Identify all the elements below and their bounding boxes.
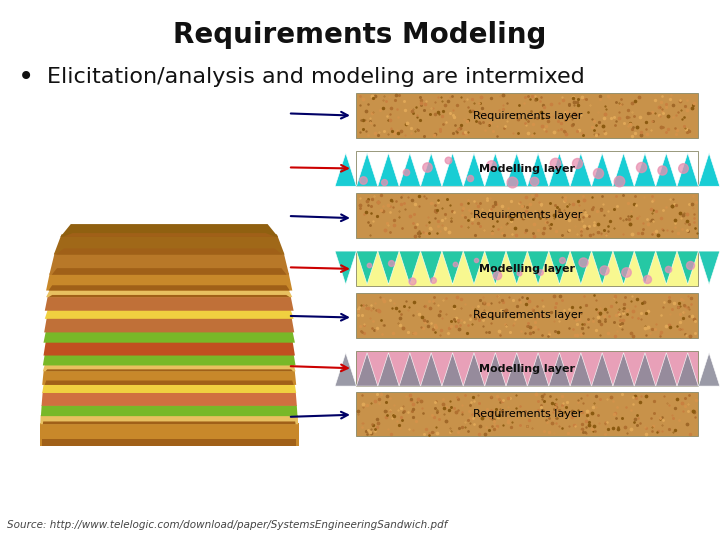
Polygon shape — [399, 153, 420, 186]
Text: Modelling layer: Modelling layer — [480, 164, 575, 174]
Polygon shape — [442, 153, 463, 186]
Polygon shape — [48, 285, 290, 291]
Polygon shape — [378, 251, 399, 285]
Polygon shape — [506, 153, 527, 186]
Polygon shape — [634, 353, 656, 386]
Polygon shape — [592, 353, 613, 386]
Polygon shape — [442, 353, 463, 386]
Polygon shape — [42, 392, 297, 406]
Text: Requirements layer: Requirements layer — [473, 211, 582, 220]
Polygon shape — [463, 353, 485, 386]
Polygon shape — [45, 296, 294, 310]
Text: Modelling layer: Modelling layer — [480, 363, 575, 374]
Polygon shape — [613, 353, 634, 386]
Polygon shape — [45, 369, 293, 372]
Polygon shape — [56, 248, 282, 254]
Polygon shape — [42, 439, 296, 446]
Polygon shape — [485, 353, 506, 386]
Polygon shape — [485, 153, 506, 186]
Bar — [356, 392, 698, 436]
Polygon shape — [378, 153, 399, 186]
Polygon shape — [356, 251, 378, 285]
Polygon shape — [442, 251, 463, 285]
Polygon shape — [42, 384, 296, 393]
Polygon shape — [656, 153, 677, 186]
Polygon shape — [613, 251, 634, 285]
Polygon shape — [677, 251, 698, 285]
Bar — [356, 251, 698, 286]
Polygon shape — [48, 295, 290, 297]
Polygon shape — [43, 342, 295, 355]
Polygon shape — [43, 354, 296, 366]
Polygon shape — [549, 353, 570, 386]
Polygon shape — [527, 251, 549, 285]
Polygon shape — [613, 153, 634, 186]
Text: Source: http://www.telelogic.com/download/paper/SystemsEngineeringSandwich.pdf: Source: http://www.telelogic.com/downloa… — [7, 520, 448, 530]
Text: •: • — [18, 63, 35, 91]
Polygon shape — [335, 251, 356, 285]
Polygon shape — [356, 353, 378, 386]
Polygon shape — [378, 353, 399, 386]
Polygon shape — [399, 251, 420, 285]
Polygon shape — [420, 251, 442, 285]
Bar — [356, 193, 698, 238]
Polygon shape — [40, 415, 298, 424]
Bar — [356, 93, 698, 138]
Text: Elicitation/analysis and modeling are intermixed: Elicitation/analysis and modeling are in… — [47, 66, 585, 87]
Polygon shape — [44, 318, 294, 333]
Text: Requirements layer: Requirements layer — [473, 111, 582, 120]
Polygon shape — [46, 290, 292, 297]
Polygon shape — [43, 364, 296, 372]
Polygon shape — [698, 153, 720, 186]
Polygon shape — [420, 153, 442, 186]
Polygon shape — [49, 253, 289, 275]
Polygon shape — [356, 153, 378, 186]
Bar — [356, 351, 698, 386]
Bar — [356, 293, 698, 338]
Polygon shape — [485, 251, 506, 285]
Polygon shape — [46, 273, 292, 291]
Polygon shape — [527, 153, 549, 186]
Polygon shape — [335, 353, 356, 386]
Polygon shape — [42, 370, 296, 385]
Text: Requirements layer: Requirements layer — [473, 310, 582, 320]
Polygon shape — [52, 268, 287, 275]
Polygon shape — [570, 353, 592, 386]
Text: Modelling layer: Modelling layer — [480, 264, 575, 274]
Polygon shape — [698, 353, 720, 386]
Polygon shape — [463, 153, 485, 186]
Polygon shape — [54, 234, 284, 254]
Polygon shape — [656, 353, 677, 386]
Polygon shape — [399, 353, 420, 386]
Polygon shape — [634, 251, 656, 285]
Polygon shape — [63, 233, 276, 237]
Polygon shape — [335, 153, 356, 186]
Polygon shape — [506, 353, 527, 386]
Polygon shape — [45, 381, 294, 385]
Bar — [356, 151, 698, 186]
Polygon shape — [677, 353, 698, 386]
Polygon shape — [506, 251, 527, 285]
Polygon shape — [592, 251, 613, 285]
Polygon shape — [41, 405, 297, 416]
Polygon shape — [420, 353, 442, 386]
Polygon shape — [698, 251, 720, 285]
Text: Requirements Modeling: Requirements Modeling — [174, 21, 546, 49]
Polygon shape — [527, 353, 549, 386]
Polygon shape — [570, 153, 592, 186]
Polygon shape — [634, 153, 656, 186]
Polygon shape — [45, 309, 294, 319]
Polygon shape — [463, 251, 485, 285]
Text: Requirements layer: Requirements layer — [473, 409, 582, 419]
Polygon shape — [60, 224, 278, 237]
Polygon shape — [42, 421, 296, 424]
Polygon shape — [549, 153, 570, 186]
Polygon shape — [570, 251, 592, 285]
Polygon shape — [43, 332, 295, 343]
Polygon shape — [40, 423, 299, 446]
Polygon shape — [549, 251, 570, 285]
Polygon shape — [656, 251, 677, 285]
Polygon shape — [592, 153, 613, 186]
Polygon shape — [677, 153, 698, 186]
